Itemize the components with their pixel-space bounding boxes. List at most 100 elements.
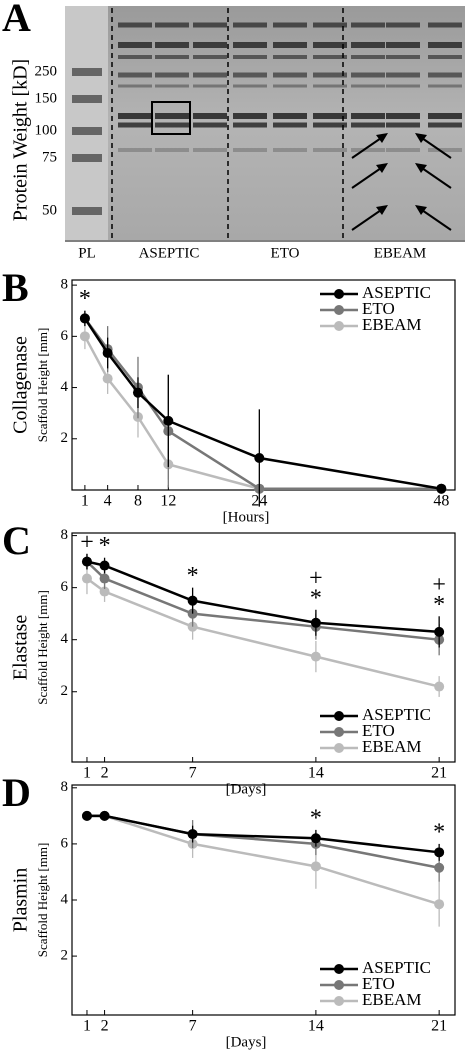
data-point xyxy=(81,810,92,821)
significance-mark: + xyxy=(80,529,94,555)
gel-band xyxy=(155,148,189,152)
legend-label: ASEPTIC xyxy=(362,705,431,724)
gel-panel: A Protein Weight [kD] 250 150 100 75 50 … xyxy=(2,0,465,261)
gel-band xyxy=(233,113,267,119)
data-point xyxy=(102,347,113,358)
data-point xyxy=(163,415,174,426)
gel-band xyxy=(233,55,267,59)
x-tick-label: 12 xyxy=(160,493,176,510)
data-point xyxy=(187,595,198,606)
legend-label: EBEAM xyxy=(362,315,422,334)
arrowhead xyxy=(376,133,388,143)
gel-band xyxy=(351,122,385,128)
x-tick-label: 4 xyxy=(104,493,112,510)
series-line xyxy=(83,317,442,490)
legend-marker xyxy=(334,289,344,299)
x-tick-label: 21 xyxy=(431,1018,447,1035)
gel-band xyxy=(273,122,307,128)
legend-marker xyxy=(334,321,344,331)
y-tick-label: 6 xyxy=(61,579,69,595)
y-tick-label: 6 xyxy=(61,328,69,344)
gel-band xyxy=(428,22,462,28)
y-axis-sublabel: Scaffold Height [mm] xyxy=(35,328,50,443)
data-point xyxy=(310,861,321,872)
x-tick-label: 2 xyxy=(101,1018,109,1035)
y-axis-label: Plasmin xyxy=(10,868,32,932)
gel-band xyxy=(273,113,307,119)
y-tick-label: 2 xyxy=(61,430,69,446)
marker-label: 250 xyxy=(35,63,58,79)
gel-band xyxy=(313,113,347,119)
gel-band xyxy=(386,113,420,119)
gel-band xyxy=(233,22,267,28)
arrowhead xyxy=(376,163,388,173)
gel-bands xyxy=(72,22,462,215)
ladder-band xyxy=(72,154,102,162)
highlight-box xyxy=(151,101,191,135)
gel-band xyxy=(313,148,347,152)
gel-band xyxy=(428,55,462,59)
panel-label: B xyxy=(2,265,29,310)
y-axis-label: Elastase xyxy=(10,615,32,681)
gel-band xyxy=(313,55,347,59)
legend-marker xyxy=(334,996,344,1006)
data-point xyxy=(187,829,198,840)
panel-label: A xyxy=(2,0,31,40)
gel-band xyxy=(155,113,189,119)
series-line xyxy=(86,814,440,906)
ladder-band xyxy=(72,68,102,76)
arrow xyxy=(418,135,452,159)
gel-band xyxy=(428,113,462,119)
gel-band xyxy=(313,122,347,128)
y-tick-label: 8 xyxy=(61,527,69,543)
gel-band xyxy=(233,148,267,152)
y-axis-sublabel: Scaffold Height [mm] xyxy=(35,843,50,958)
gel-band xyxy=(155,122,189,128)
gel-band xyxy=(118,122,152,128)
gel-band xyxy=(118,113,152,119)
gel-band xyxy=(386,72,420,78)
gel-band xyxy=(193,55,227,59)
data-point xyxy=(132,387,143,398)
gel-band xyxy=(428,84,462,88)
y-tick-label: 6 xyxy=(61,835,69,851)
gel-band xyxy=(351,72,385,78)
panel-label: D xyxy=(2,770,31,815)
legend-label: ASEPTIC xyxy=(362,958,431,977)
ladder-band xyxy=(72,207,102,215)
gel-band xyxy=(193,72,227,78)
x-tick-label: 21 xyxy=(431,765,447,782)
gel-band xyxy=(233,84,267,88)
x-axis-label: [Days] xyxy=(226,1034,267,1050)
arrow xyxy=(351,135,385,159)
gel-band xyxy=(273,55,307,59)
gel-band xyxy=(313,72,347,78)
legend-label: ETO xyxy=(362,299,395,318)
y-axis-sublabel: Scaffold Height [mm] xyxy=(35,590,50,705)
gel-band xyxy=(386,148,420,152)
ladder-band xyxy=(72,95,102,103)
arrowhead xyxy=(415,163,427,173)
legend-label: EBEAM xyxy=(362,737,422,756)
gel-band xyxy=(118,42,152,48)
data-point xyxy=(310,651,321,662)
y-axis-label: Collagenase xyxy=(10,336,32,434)
gel-band xyxy=(313,42,347,48)
series-line xyxy=(86,577,440,688)
marker-label: 75 xyxy=(42,149,57,165)
x-tick-label: 48 xyxy=(433,493,449,510)
arrowheads xyxy=(376,133,427,215)
arrowhead xyxy=(415,133,427,143)
series-line xyxy=(83,317,442,490)
gel-band xyxy=(428,122,462,128)
x-tick-label: 7 xyxy=(189,1018,197,1035)
marker-label: 50 xyxy=(42,202,57,218)
x-tick-label: 2 xyxy=(101,765,109,782)
y-tick-label: 8 xyxy=(61,779,69,795)
data-point xyxy=(79,313,90,324)
series-line xyxy=(86,814,440,854)
x-tick-label: 14 xyxy=(308,1018,324,1035)
gel-band xyxy=(155,55,189,59)
x-tick-label: 8 xyxy=(134,493,142,510)
